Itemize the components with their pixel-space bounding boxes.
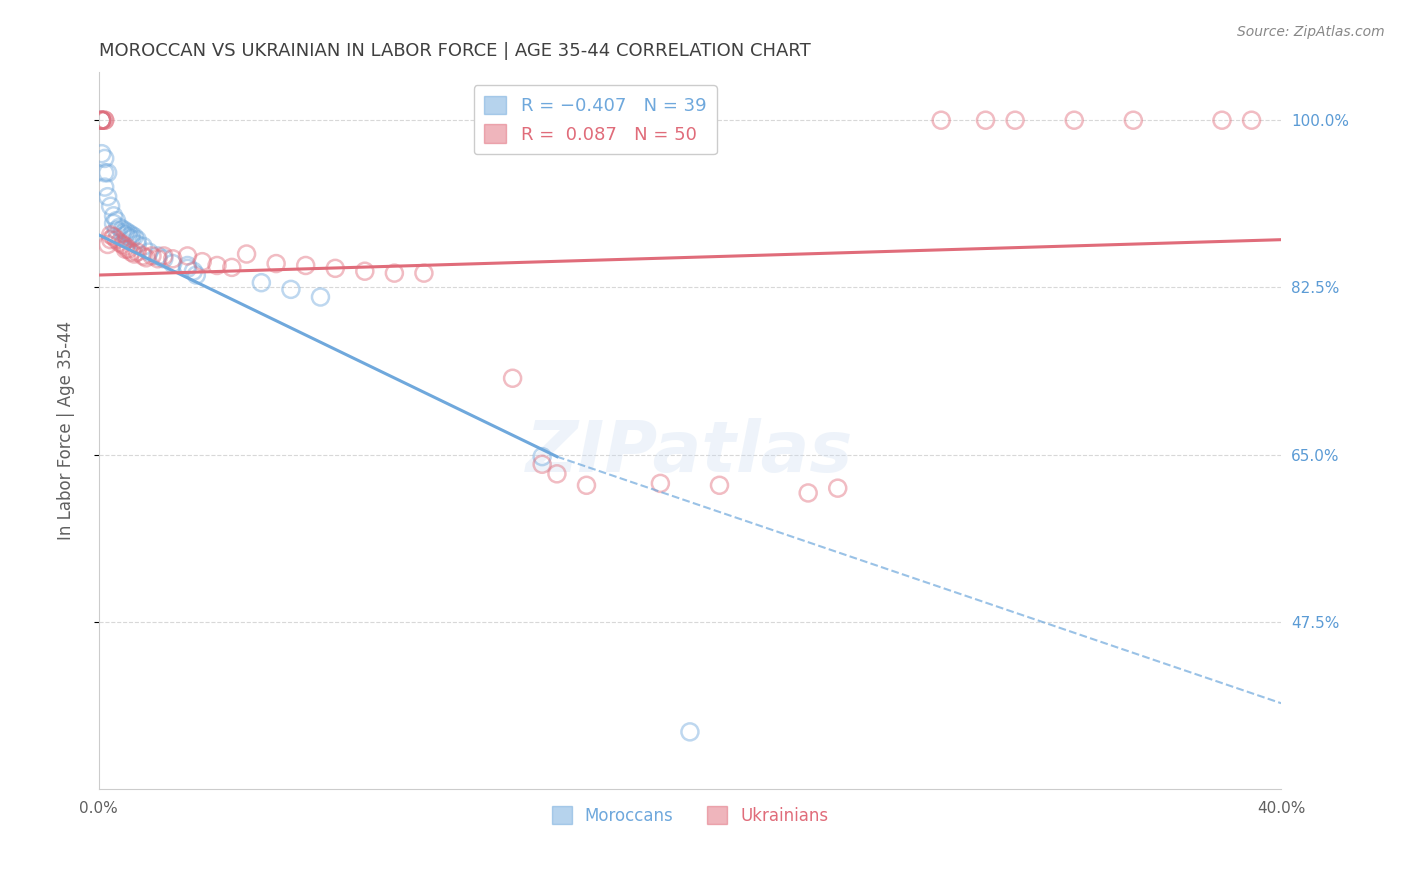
Point [827,481,849,495]
Point [97,166,120,180]
Point [153,249,176,263]
Point [105,233,128,247]
Text: MOROCCAN VS UKRAINIAN IN LABOR FORCE | AGE 35-44 CORRELATION CHART: MOROCCAN VS UKRAINIAN IN LABOR FORCE | A… [98,42,810,60]
Point [103,216,125,230]
Point [97,189,120,203]
Point [146,252,169,266]
Point [146,249,169,263]
Point [1122,113,1144,128]
Point [1063,113,1085,128]
Point [1240,113,1263,128]
Point [105,223,128,237]
Legend: Moroccans, Ukrainians: Moroccans, Ukrainians [541,797,838,835]
Point [111,226,134,240]
Point [122,247,145,261]
Point [127,233,149,247]
Point [93,113,115,128]
Point [205,259,228,273]
Point [100,227,122,242]
Point [575,478,598,492]
Point [280,282,302,296]
Point [138,245,160,260]
Point [97,237,120,252]
Point [93,180,115,194]
Point [221,260,243,275]
Y-axis label: In Labor Force | Age 35-44: In Labor Force | Age 35-44 [58,321,75,541]
Point [323,261,346,276]
Text: Source: ZipAtlas.com: Source: ZipAtlas.com [1237,25,1385,39]
Point [176,261,198,276]
Point [1211,113,1233,128]
Point [679,724,702,739]
Point [502,371,524,385]
Point [90,113,112,128]
Point [90,113,112,128]
Point [90,146,112,161]
Point [235,247,257,261]
Point [176,249,198,263]
Point [105,213,128,227]
Point [117,226,139,240]
Point [90,113,112,128]
Point [264,256,287,270]
Text: ZIPatlas: ZIPatlas [526,417,853,487]
Point [162,252,184,266]
Point [186,268,208,282]
Point [108,220,131,235]
Point [90,113,112,128]
Point [132,239,155,253]
Point [141,249,163,263]
Point [100,233,122,247]
Point [111,222,134,236]
Point [108,235,131,250]
Point [122,229,145,244]
Point [929,113,952,128]
Point [797,486,820,500]
Point [90,113,112,128]
Point [127,237,149,252]
Point [111,237,134,252]
Point [309,290,332,304]
Point [120,232,142,246]
Point [546,467,568,481]
Point [191,254,214,268]
Point [103,209,125,223]
Point [117,242,139,256]
Point [153,252,176,266]
Point [93,166,115,180]
Point [531,457,554,471]
Point [132,249,155,263]
Point [1004,113,1026,128]
Point [250,276,273,290]
Point [103,229,125,244]
Point [353,264,375,278]
Point [135,251,157,265]
Point [117,229,139,244]
Point [382,266,405,280]
Point [100,199,122,213]
Point [120,245,142,260]
Point [413,266,436,280]
Point [114,242,136,256]
Point [294,259,316,273]
Point [183,264,205,278]
Point [531,450,554,464]
Point [176,259,198,273]
Point [93,152,115,166]
Point [650,476,672,491]
Point [114,227,136,242]
Point [93,113,115,128]
Point [114,224,136,238]
Point [114,239,136,253]
Point [974,113,997,128]
Point [162,256,184,270]
Point [709,478,731,492]
Point [120,227,142,242]
Point [127,245,149,260]
